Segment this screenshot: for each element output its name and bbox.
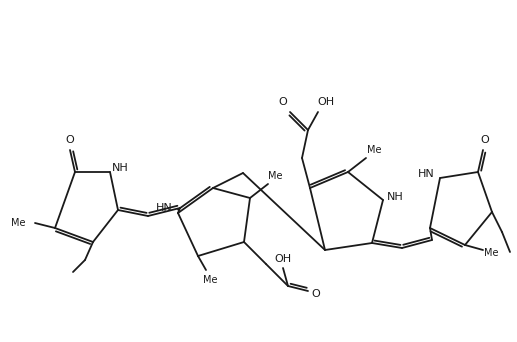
Text: HN: HN (418, 169, 434, 179)
Text: OH: OH (317, 97, 334, 107)
Text: Me: Me (203, 275, 217, 285)
Text: O: O (481, 135, 490, 145)
Text: Me: Me (484, 248, 498, 258)
Text: NH: NH (112, 163, 128, 173)
Text: Me: Me (10, 218, 25, 228)
Text: OH: OH (275, 254, 292, 264)
Text: O: O (279, 97, 287, 107)
Text: NH: NH (387, 192, 403, 202)
Text: Me: Me (367, 145, 381, 155)
Text: O: O (312, 289, 321, 299)
Text: O: O (66, 135, 74, 145)
Text: HN: HN (156, 203, 172, 213)
Text: Me: Me (268, 171, 282, 181)
